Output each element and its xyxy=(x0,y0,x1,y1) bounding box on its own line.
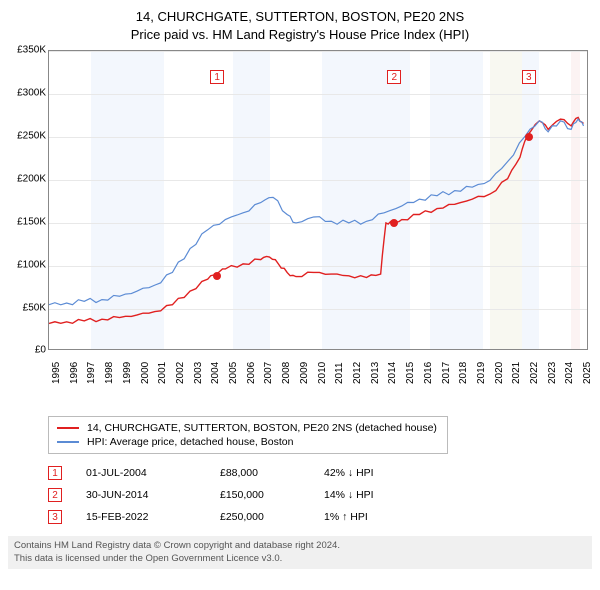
footer-line-2: This data is licensed under the Open Gov… xyxy=(14,553,586,565)
y-tick-label: £50K xyxy=(23,302,46,313)
x-tick-label: 2006 xyxy=(246,362,257,384)
event-marker: 3 xyxy=(48,510,62,524)
chart-area: £0£50K£100K£150K£200K£250K£300K£350K 123… xyxy=(8,50,592,410)
y-tick-label: £300K xyxy=(17,88,46,99)
legend-label: 14, CHURCHGATE, SUTTERTON, BOSTON, PE20 … xyxy=(87,422,437,434)
chart-svg xyxy=(49,51,587,349)
x-tick-label: 2013 xyxy=(370,362,381,384)
x-tick-label: 1995 xyxy=(51,362,62,384)
x-tick-label: 2001 xyxy=(157,362,168,384)
event-price: £150,000 xyxy=(220,489,300,501)
x-tick-label: 2012 xyxy=(352,362,363,384)
events-table: 1 01-JUL-2004 £88,000 42% ↓ HPI 2 30-JUN-2014… xyxy=(48,462,592,528)
x-tick-label: 2014 xyxy=(387,362,398,384)
title-address: 14, CHURCHGATE, SUTTERTON, BOSTON, PE20 … xyxy=(8,8,592,26)
x-tick-label: 2020 xyxy=(494,362,505,384)
x-tick-label: 2011 xyxy=(334,363,345,385)
y-tick-label: £200K xyxy=(17,173,46,184)
x-tick-label: 2021 xyxy=(511,362,522,384)
event-price: £250,000 xyxy=(220,511,300,523)
x-tick-label: 2018 xyxy=(458,362,469,384)
sale-marker-box: 3 xyxy=(522,70,536,84)
x-tick-label: 2005 xyxy=(228,362,239,384)
plot-area: 1 2 3 xyxy=(48,50,588,350)
event-delta: 1% ↑ HPI xyxy=(324,511,414,523)
footer: Contains HM Land Registry data © Crown c… xyxy=(8,536,592,569)
x-tick-label: 2009 xyxy=(299,362,310,384)
legend-swatch xyxy=(57,441,79,443)
x-tick-label: 2025 xyxy=(582,362,593,384)
legend: 14, CHURCHGATE, SUTTERTON, BOSTON, PE20 … xyxy=(48,416,448,454)
x-tick-label: 2017 xyxy=(441,362,452,384)
x-tick-label: 2022 xyxy=(529,362,540,384)
legend-item: HPI: Average price, detached house, Bost… xyxy=(57,435,439,449)
legend-item: 14, CHURCHGATE, SUTTERTON, BOSTON, PE20 … xyxy=(57,421,439,435)
x-tick-label: 2023 xyxy=(547,362,558,384)
event-row: 3 15-FEB-2022 £250,000 1% ↑ HPI xyxy=(48,506,592,528)
x-tick-label: 2019 xyxy=(476,362,487,384)
y-tick-label: £0 xyxy=(35,345,46,356)
x-tick-label: 2000 xyxy=(140,362,151,384)
y-tick-label: £350K xyxy=(17,45,46,56)
event-marker: 2 xyxy=(48,488,62,502)
x-tick-label: 2016 xyxy=(423,362,434,384)
sale-marker-dot xyxy=(213,272,221,280)
footer-line-1: Contains HM Land Registry data © Crown c… xyxy=(14,540,586,552)
sale-marker-box: 2 xyxy=(387,70,401,84)
title-subtitle: Price paid vs. HM Land Registry's House … xyxy=(8,26,592,44)
event-row: 2 30-JUN-2014 £150,000 14% ↓ HPI xyxy=(48,484,592,506)
sale-marker-dot xyxy=(390,219,398,227)
sale-marker-dot xyxy=(525,133,533,141)
x-tick-label: 2008 xyxy=(281,362,292,384)
sale-marker-box: 1 xyxy=(210,70,224,84)
event-delta: 42% ↓ HPI xyxy=(324,467,414,479)
x-tick-label: 2004 xyxy=(210,362,221,384)
event-date: 15-FEB-2022 xyxy=(86,511,196,523)
x-tick-label: 2015 xyxy=(405,362,416,384)
x-tick-label: 2024 xyxy=(564,362,575,384)
event-delta: 14% ↓ HPI xyxy=(324,489,414,501)
y-tick-label: £250K xyxy=(17,131,46,142)
x-tick-label: 2003 xyxy=(193,362,204,384)
x-tick-label: 2002 xyxy=(175,362,186,384)
legend-swatch xyxy=(57,427,79,429)
event-date: 01-JUL-2004 xyxy=(86,467,196,479)
series-line-price_paid xyxy=(49,118,584,324)
series-line-hpi xyxy=(49,120,584,306)
x-tick-label: 1997 xyxy=(86,362,97,384)
y-tick-label: £100K xyxy=(17,259,46,270)
legend-label: HPI: Average price, detached house, Bost… xyxy=(87,436,293,448)
chart-container: 14, CHURCHGATE, SUTTERTON, BOSTON, PE20 … xyxy=(0,0,600,532)
title-block: 14, CHURCHGATE, SUTTERTON, BOSTON, PE20 … xyxy=(8,8,592,44)
x-axis: 1995 1996 1997 1998 1999 2000 2001 2002 2003 2004… xyxy=(48,350,588,410)
x-tick-label: 1996 xyxy=(69,362,80,384)
x-tick-label: 2010 xyxy=(317,362,328,384)
x-tick-label: 1999 xyxy=(122,362,133,384)
event-marker: 1 xyxy=(48,466,62,480)
x-tick-label: 1998 xyxy=(104,362,115,384)
y-tick-label: £150K xyxy=(17,216,46,227)
x-tick-label: 2007 xyxy=(263,362,274,384)
y-axis: £0£50K£100K£150K£200K£250K£300K£350K xyxy=(8,50,48,350)
event-row: 1 01-JUL-2004 £88,000 42% ↓ HPI xyxy=(48,462,592,484)
event-date: 30-JUN-2014 xyxy=(86,489,196,501)
event-price: £88,000 xyxy=(220,467,300,479)
